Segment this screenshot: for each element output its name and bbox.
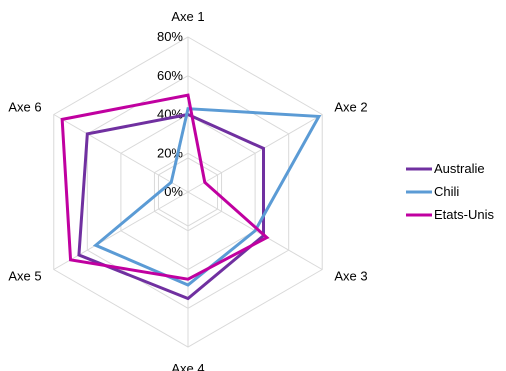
series-line [92, 107, 322, 287]
axis-label: Axe 1 [171, 9, 204, 24]
legend-label: Etats-Unis [434, 207, 494, 222]
grid-spoke [53, 191, 189, 270]
series-line [60, 93, 270, 281]
legend-label: Chili [434, 184, 459, 199]
tick-label: 0% [164, 184, 183, 199]
series-line [77, 112, 266, 301]
tick-label: 80% [157, 29, 183, 44]
grid-spoke [53, 114, 189, 193]
axis-label: Axe 2 [334, 100, 367, 115]
axis-label: Axe 6 [8, 100, 41, 115]
axis-label: Axe 3 [334, 269, 367, 284]
legend-label: Australie [434, 161, 485, 176]
tick-label: 60% [157, 68, 183, 83]
axis-label: Axe 5 [8, 269, 41, 284]
grid-spoke [187, 114, 323, 193]
axis-label: Axe 4 [171, 361, 204, 371]
